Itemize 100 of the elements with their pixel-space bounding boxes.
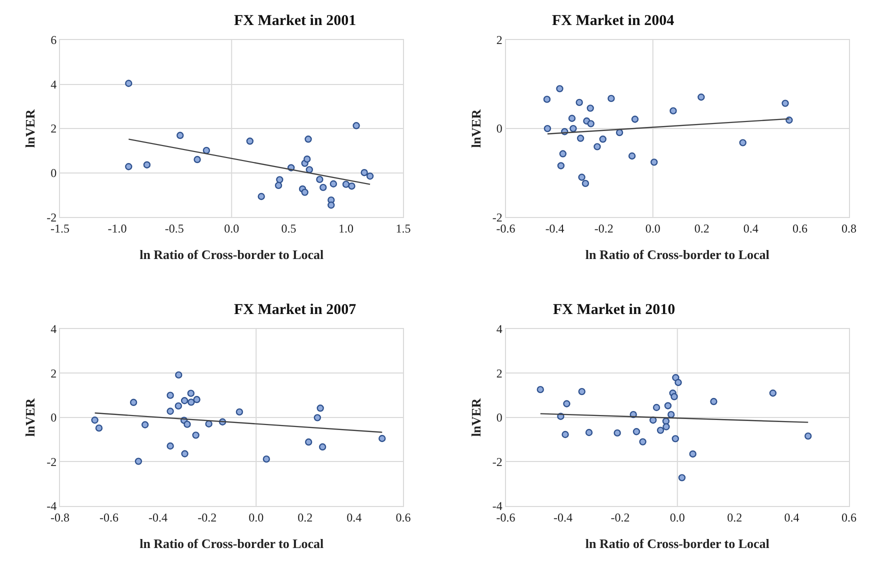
point <box>184 420 191 428</box>
x-tick-label: -1.0 <box>108 221 127 236</box>
x-tick-label: 0.6 <box>396 510 411 524</box>
x-tick-label: 0.0 <box>224 221 240 236</box>
point <box>176 132 184 139</box>
point <box>125 163 132 170</box>
point <box>125 80 132 87</box>
point <box>650 158 658 166</box>
point <box>570 124 577 132</box>
point <box>664 402 672 410</box>
x-axis-title: ln Ratio of Cross-border to Local <box>140 536 324 551</box>
point <box>689 450 696 458</box>
point <box>188 398 195 406</box>
point <box>710 398 718 406</box>
point <box>616 128 624 136</box>
point <box>556 85 564 92</box>
chart-title: FX Market in 2004 <box>552 13 675 29</box>
x-tick-label: 1.0 <box>338 221 354 236</box>
point <box>236 408 244 416</box>
point <box>536 386 544 394</box>
point <box>678 474 686 482</box>
x-tick-label: 0.4 <box>743 221 758 236</box>
point <box>205 420 212 428</box>
x-tick-label: -0.4 <box>545 221 564 236</box>
point <box>328 202 335 209</box>
x-tick-label: -0.4 <box>553 510 572 524</box>
point <box>628 152 636 160</box>
point <box>141 421 149 428</box>
point <box>166 442 174 450</box>
point <box>187 390 195 397</box>
point <box>166 392 174 399</box>
y-tick-label: 2 <box>496 366 502 380</box>
x-tick-label: 0.2 <box>694 221 710 236</box>
x-axis-title: ln Ratio of Cross-border to Local <box>140 247 324 262</box>
point <box>202 146 210 154</box>
point <box>582 180 590 188</box>
point <box>193 396 200 404</box>
point <box>320 184 327 192</box>
point <box>670 393 678 400</box>
x-tick-label: 0.8 <box>842 221 857 236</box>
y-axis-title: lnVER <box>22 398 38 437</box>
point <box>180 397 188 404</box>
y-tick-label: 0 <box>50 166 57 180</box>
point <box>739 139 746 146</box>
point <box>348 182 356 190</box>
point <box>670 107 677 114</box>
x-tick-label: -0.2 <box>198 510 217 524</box>
x-tick-label: 0.5 <box>281 221 296 236</box>
point <box>562 430 569 438</box>
y-tick-label: 4 <box>50 322 57 336</box>
point <box>698 94 705 101</box>
point <box>631 116 639 123</box>
point <box>782 100 789 107</box>
x-tick-label: 0.4 <box>784 510 800 524</box>
point <box>316 404 324 412</box>
point <box>576 98 583 106</box>
point <box>194 156 201 164</box>
point <box>652 404 660 412</box>
point <box>557 162 565 170</box>
point <box>91 416 98 424</box>
point <box>143 161 151 168</box>
point <box>587 120 594 128</box>
point <box>378 434 386 442</box>
x-tick-label: -0.4 <box>148 510 168 524</box>
y-axis-title: lnVER <box>22 108 38 148</box>
point <box>614 429 621 437</box>
x-tick-label: 0.0 <box>670 510 685 524</box>
point <box>599 136 606 143</box>
point <box>585 428 593 436</box>
chart-title: FX Market in 2010 <box>553 302 676 318</box>
point <box>95 424 103 432</box>
point <box>134 458 142 465</box>
y-tick-label: 4 <box>50 77 57 92</box>
point <box>672 435 679 442</box>
point <box>568 114 576 122</box>
point <box>130 398 138 406</box>
chart-title: FX Market in 2001 <box>234 13 356 29</box>
point <box>352 122 360 130</box>
point <box>576 134 584 142</box>
x-axis-title: ln Ratio of Cross-border to Local <box>585 536 770 551</box>
y-tick-label: 2 <box>496 33 502 48</box>
point <box>366 172 374 180</box>
point <box>181 450 188 458</box>
y-tick-label: 0 <box>496 122 502 136</box>
point <box>559 150 567 158</box>
y-tick-label: 4 <box>496 322 502 336</box>
point <box>563 400 570 408</box>
y-axis-title: lnVER <box>468 108 484 148</box>
point <box>674 378 682 386</box>
x-tick-label: 0.6 <box>842 510 857 524</box>
point <box>668 410 675 418</box>
point <box>544 124 552 132</box>
chart-title: FX Market in 2007 <box>234 302 357 318</box>
point <box>166 408 174 415</box>
point <box>578 388 586 396</box>
point <box>276 176 284 184</box>
point <box>318 443 326 450</box>
x-tick-label: 0.2 <box>298 510 313 524</box>
point <box>578 174 586 181</box>
y-tick-label: 2 <box>50 122 57 136</box>
